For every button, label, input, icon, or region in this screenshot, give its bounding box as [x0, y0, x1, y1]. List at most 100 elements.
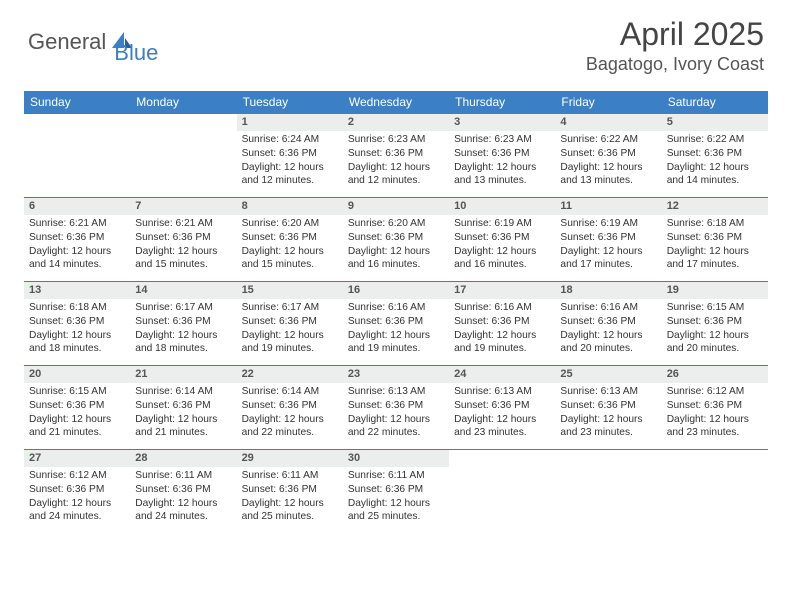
sunrise-text: Sunrise: 6:15 AM [667, 301, 763, 315]
day-content-cell: Sunrise: 6:12 AMSunset: 6:36 PMDaylight:… [662, 383, 768, 449]
day-content-cell: Sunrise: 6:21 AMSunset: 6:36 PMDaylight:… [130, 215, 236, 281]
sunset-text: Sunset: 6:36 PM [454, 399, 550, 413]
daylight-text: Daylight: 12 hours [29, 329, 125, 343]
daylight-text: Daylight: 12 hours [560, 161, 656, 175]
sunset-text: Sunset: 6:36 PM [242, 399, 338, 413]
daylight-text: Daylight: 12 hours [242, 497, 338, 511]
daylight-text: and 15 minutes. [135, 258, 231, 272]
day-content-cell: Sunrise: 6:19 AMSunset: 6:36 PMDaylight:… [555, 215, 661, 281]
day-content-cell: Sunrise: 6:23 AMSunset: 6:36 PMDaylight:… [449, 131, 555, 197]
daylight-text: Daylight: 12 hours [29, 497, 125, 511]
day-content-cell: Sunrise: 6:11 AMSunset: 6:36 PMDaylight:… [343, 467, 449, 533]
day-number-cell: 5 [662, 113, 768, 131]
sunrise-text: Sunrise: 6:23 AM [348, 133, 444, 147]
weekday-header: Sunday [24, 91, 130, 114]
sunset-text: Sunset: 6:36 PM [135, 399, 231, 413]
daylight-text: and 24 minutes. [135, 510, 231, 524]
daylight-text: and 19 minutes. [454, 342, 550, 356]
sunset-text: Sunset: 6:36 PM [560, 315, 656, 329]
daylight-text: and 19 minutes. [242, 342, 338, 356]
daylight-text: Daylight: 12 hours [454, 329, 550, 343]
day-number-row: 20212223242526 [24, 365, 768, 383]
weekday-header: Friday [555, 91, 661, 114]
sunset-text: Sunset: 6:36 PM [560, 399, 656, 413]
day-number-cell: 28 [130, 449, 236, 467]
daylight-text: and 25 minutes. [348, 510, 444, 524]
daylight-text: and 23 minutes. [667, 426, 763, 440]
sunrise-text: Sunrise: 6:13 AM [454, 385, 550, 399]
daylight-text: Daylight: 12 hours [454, 413, 550, 427]
day-content-cell: Sunrise: 6:15 AMSunset: 6:36 PMDaylight:… [662, 299, 768, 365]
day-number-cell: 23 [343, 365, 449, 383]
daylight-text: and 12 minutes. [348, 174, 444, 188]
day-content-cell [24, 131, 130, 197]
month-title: April 2025 [586, 18, 764, 52]
weekday-header: Wednesday [343, 91, 449, 114]
daylight-text: Daylight: 12 hours [135, 245, 231, 259]
daylight-text: Daylight: 12 hours [135, 497, 231, 511]
daylight-text: Daylight: 12 hours [560, 329, 656, 343]
daylight-text: Daylight: 12 hours [135, 329, 231, 343]
daylight-text: and 23 minutes. [454, 426, 550, 440]
day-number-cell: 17 [449, 281, 555, 299]
daylight-text: Daylight: 12 hours [242, 329, 338, 343]
sunset-text: Sunset: 6:36 PM [667, 147, 763, 161]
daylight-text: and 16 minutes. [454, 258, 550, 272]
sunset-text: Sunset: 6:36 PM [135, 231, 231, 245]
calendar-table: Sunday Monday Tuesday Wednesday Thursday… [24, 91, 768, 534]
sunset-text: Sunset: 6:36 PM [454, 315, 550, 329]
day-number-cell: 21 [130, 365, 236, 383]
day-number-cell: 12 [662, 197, 768, 215]
day-content-cell: Sunrise: 6:16 AMSunset: 6:36 PMDaylight:… [449, 299, 555, 365]
day-content-cell: Sunrise: 6:12 AMSunset: 6:36 PMDaylight:… [24, 467, 130, 533]
sunrise-text: Sunrise: 6:14 AM [242, 385, 338, 399]
day-number-cell [555, 449, 661, 467]
sunset-text: Sunset: 6:36 PM [560, 147, 656, 161]
day-content-row: Sunrise: 6:24 AMSunset: 6:36 PMDaylight:… [24, 131, 768, 197]
sunset-text: Sunset: 6:36 PM [667, 315, 763, 329]
day-number-cell: 13 [24, 281, 130, 299]
daylight-text: Daylight: 12 hours [29, 413, 125, 427]
sunrise-text: Sunrise: 6:16 AM [454, 301, 550, 315]
daylight-text: and 21 minutes. [135, 426, 231, 440]
sunset-text: Sunset: 6:36 PM [29, 483, 125, 497]
sunset-text: Sunset: 6:36 PM [135, 315, 231, 329]
daylight-text: Daylight: 12 hours [454, 245, 550, 259]
daylight-text: and 23 minutes. [560, 426, 656, 440]
day-number-cell: 3 [449, 113, 555, 131]
day-number-cell: 26 [662, 365, 768, 383]
day-content-cell [662, 467, 768, 533]
sunrise-text: Sunrise: 6:11 AM [348, 469, 444, 483]
weekday-header: Thursday [449, 91, 555, 114]
sunrise-text: Sunrise: 6:14 AM [135, 385, 231, 399]
day-number-cell: 1 [237, 113, 343, 131]
sunset-text: Sunset: 6:36 PM [242, 147, 338, 161]
sunset-text: Sunset: 6:36 PM [242, 315, 338, 329]
day-content-cell [555, 467, 661, 533]
day-content-cell: Sunrise: 6:17 AMSunset: 6:36 PMDaylight:… [237, 299, 343, 365]
day-number-cell [449, 449, 555, 467]
day-number-cell: 10 [449, 197, 555, 215]
day-content-row: Sunrise: 6:18 AMSunset: 6:36 PMDaylight:… [24, 299, 768, 365]
daylight-text: Daylight: 12 hours [348, 245, 444, 259]
sunset-text: Sunset: 6:36 PM [29, 231, 125, 245]
sunrise-text: Sunrise: 6:21 AM [29, 217, 125, 231]
day-number-cell: 20 [24, 365, 130, 383]
sunrise-text: Sunrise: 6:17 AM [242, 301, 338, 315]
logo-text-blue: Blue [114, 40, 158, 66]
day-number-cell: 24 [449, 365, 555, 383]
daylight-text: Daylight: 12 hours [348, 413, 444, 427]
sunrise-text: Sunrise: 6:13 AM [348, 385, 444, 399]
daylight-text: and 14 minutes. [667, 174, 763, 188]
day-content-cell: Sunrise: 6:20 AMSunset: 6:36 PMDaylight:… [237, 215, 343, 281]
daylight-text: and 21 minutes. [29, 426, 125, 440]
daylight-text: and 14 minutes. [29, 258, 125, 272]
daylight-text: and 17 minutes. [560, 258, 656, 272]
day-number-row: 27282930 [24, 449, 768, 467]
day-number-cell: 30 [343, 449, 449, 467]
daylight-text: Daylight: 12 hours [348, 161, 444, 175]
sunset-text: Sunset: 6:36 PM [29, 315, 125, 329]
daylight-text: Daylight: 12 hours [560, 413, 656, 427]
sunset-text: Sunset: 6:36 PM [348, 147, 444, 161]
day-content-cell: Sunrise: 6:13 AMSunset: 6:36 PMDaylight:… [555, 383, 661, 449]
